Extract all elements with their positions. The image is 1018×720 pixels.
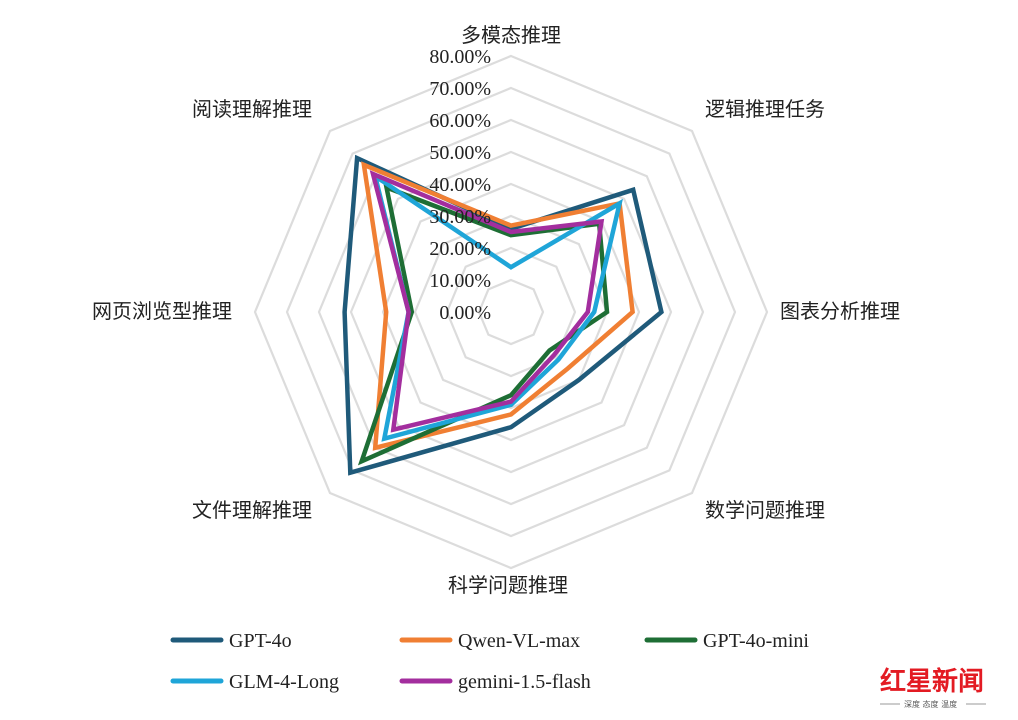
legend-entry: GPT-4o-mini: [644, 630, 809, 652]
legend: GPT-4o Qwen-VL-max GPT-4o-mini GLM-4-Long ge…: [170, 630, 809, 693]
grid-ring: [253, 54, 769, 570]
grid-ring: [381, 182, 641, 442]
tick-label: 50.00%: [429, 142, 491, 164]
grid-ring: [413, 214, 609, 410]
tick-label: 40.00%: [429, 174, 491, 196]
radar-grid: [253, 54, 769, 570]
axis-label: 科学问题推理: [448, 573, 568, 597]
watermark-logo: 红星新闻 深度 态度 温度: [880, 666, 986, 709]
tick-label: 30.00%: [429, 206, 491, 228]
legend-label: Qwen-VL-max: [458, 630, 580, 652]
tick-label: 0.00%: [439, 302, 491, 324]
axis-label: 数学问题推理: [705, 498, 825, 522]
watermark-slogan: 深度 态度 温度: [904, 699, 957, 709]
axis-label: 阅读理解推理: [192, 97, 312, 121]
grid-ring: [285, 86, 737, 538]
legend-label: gemini-1.5-flash: [458, 671, 591, 693]
radar-series: [342, 154, 664, 476]
legend-entry: GLM-4-Long: [170, 671, 339, 693]
legend-label: GPT-4o: [229, 630, 292, 652]
grid-ring: [477, 278, 545, 346]
tick-label: 70.00%: [429, 78, 491, 100]
axis-label: 文件理解推理: [192, 498, 312, 522]
grid-ring: [317, 118, 705, 506]
watermark-brand: 红星新闻: [880, 666, 984, 697]
grid-ring: [349, 150, 673, 474]
tick-label: 10.00%: [429, 270, 491, 292]
series-line-2: [357, 183, 610, 466]
axis-label: 图表分析推理: [780, 299, 900, 323]
tick-label: 60.00%: [429, 110, 491, 132]
grid-ring: [445, 246, 577, 378]
series-line-4: [369, 170, 605, 433]
legend-entry: GPT-4o: [170, 630, 292, 652]
radial-tick-labels: 0.00% 10.00% 20.00% 30.00% 40.00% 50.00% 60.00…: [429, 46, 491, 324]
legend-entry: gemini-1.5-flash: [399, 671, 591, 693]
legend-label: GPT-4o-mini: [703, 630, 809, 652]
legend-label: GLM-4-Long: [229, 671, 339, 693]
series-line-1: [361, 161, 635, 451]
axis-label: 多模态推理: [461, 23, 561, 47]
axis-label: 网页浏览型推理: [92, 299, 232, 323]
tick-label: 20.00%: [429, 238, 491, 260]
series-line-0: [342, 154, 664, 476]
tick-label: 80.00%: [429, 46, 491, 68]
axis-label: 逻辑推理任务: [705, 97, 825, 121]
legend-entry: Qwen-VL-max: [399, 630, 580, 652]
